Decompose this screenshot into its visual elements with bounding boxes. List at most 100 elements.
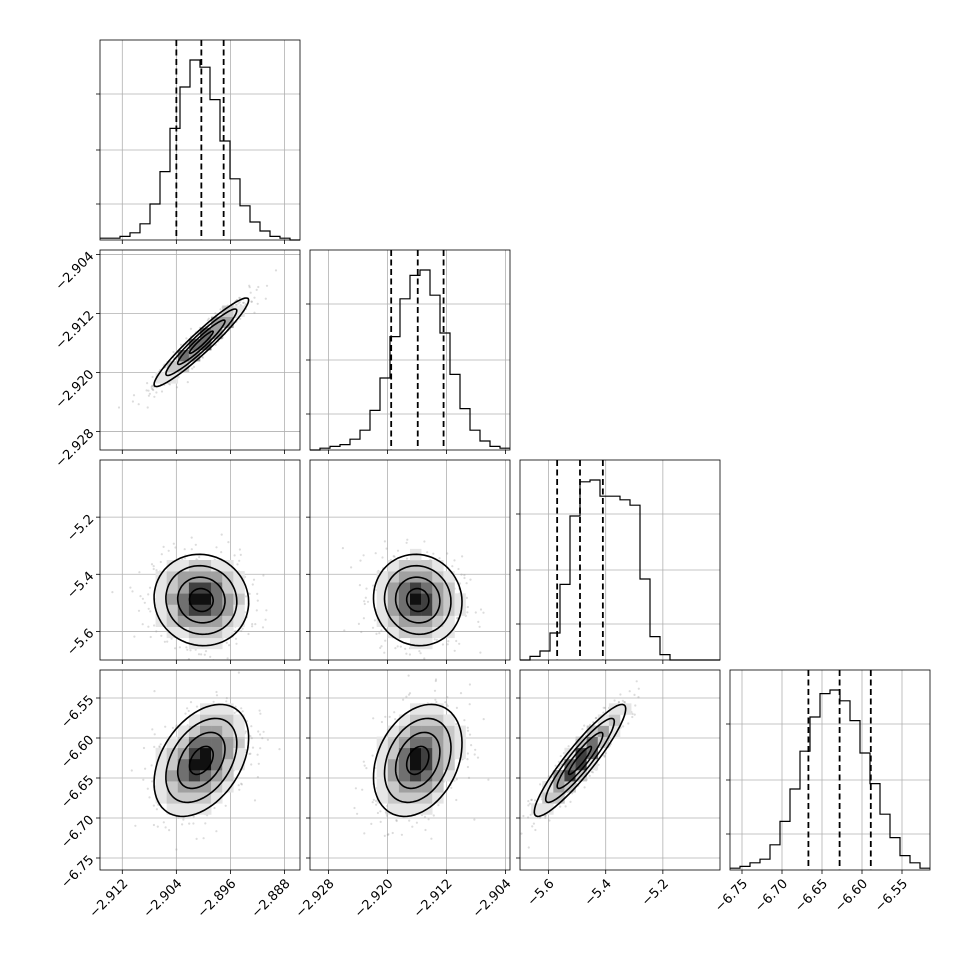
- scatter-point: [215, 690, 218, 694]
- scatter-point: [551, 776, 554, 779]
- density-cell: [166, 571, 179, 583]
- density-cell: [200, 770, 212, 782]
- density-cell: [166, 372, 179, 384]
- scatter-point: [363, 602, 366, 606]
- scatter-point: [146, 406, 149, 409]
- scatter-point: [137, 403, 140, 406]
- scatter-point: [149, 610, 152, 613]
- density-cell: [421, 560, 433, 572]
- density-cell: [188, 781, 201, 793]
- density-cell: [155, 781, 167, 793]
- scatter-point: [244, 748, 247, 752]
- density-cell: [376, 604, 389, 616]
- density-cell: [166, 736, 179, 749]
- scatter-point: [540, 795, 543, 799]
- density-cell: [200, 781, 212, 793]
- scatter-point: [244, 730, 247, 733]
- scatter-point: [111, 591, 114, 594]
- pair-panel-3-2: [516, 669, 721, 874]
- scatter-point: [371, 626, 375, 629]
- density-cell: [211, 736, 223, 749]
- scatter-point: [381, 556, 384, 559]
- density-cell: [421, 714, 433, 726]
- scatter-point: [132, 394, 136, 397]
- density-cell: [586, 758, 599, 771]
- density-cell: [177, 792, 190, 804]
- scatter-point: [238, 788, 241, 791]
- scatter-point: [150, 387, 153, 390]
- scatter-point: [212, 700, 215, 703]
- contour-line: [188, 745, 214, 776]
- density-cell: [410, 781, 422, 793]
- scatter-point: [354, 787, 357, 790]
- scatter-point: [387, 833, 390, 836]
- scatter-point: [242, 301, 245, 304]
- scatter-point: [158, 745, 161, 748]
- scatter-point: [189, 649, 192, 652]
- density-cell: [177, 571, 190, 583]
- y-tick-label: −2.904: [53, 249, 98, 294]
- density-cell: [233, 714, 245, 726]
- scatter-point: [455, 778, 458, 781]
- density-cell: [222, 758, 234, 771]
- histogram-2: [520, 479, 720, 661]
- density-cell: [586, 747, 599, 760]
- scatter-point: [567, 745, 570, 748]
- scatter-point: [474, 748, 477, 751]
- scatter-point: [441, 643, 444, 646]
- scatter-point: [450, 786, 453, 790]
- scatter-point: [394, 647, 397, 650]
- density-cell: [155, 770, 167, 782]
- density-cell: [177, 615, 190, 627]
- y-tick-label: −5.2: [64, 512, 97, 545]
- density-cell: [443, 725, 455, 737]
- scatter-point: [455, 706, 458, 710]
- scatter-point: [365, 587, 368, 590]
- x-tick-label: −6.65: [792, 876, 831, 915]
- density-cell: [398, 593, 411, 605]
- y-tick-label: −6.70: [59, 813, 98, 852]
- scatter-point: [155, 569, 158, 572]
- scatter-point: [163, 640, 166, 643]
- scatter-point: [259, 733, 262, 736]
- density-cell: [211, 593, 223, 605]
- scatter-point: [527, 846, 530, 849]
- scatter-point: [168, 662, 170, 664]
- contour-line: [383, 717, 452, 804]
- scatter-point: [255, 609, 258, 612]
- scatter-point: [238, 559, 241, 562]
- y-tick-label: −6.55: [59, 693, 98, 732]
- scatter-point: [141, 623, 144, 626]
- scatter-point: [131, 400, 134, 403]
- x-tick-label: −2.920: [352, 876, 397, 921]
- scatter-point: [622, 725, 625, 728]
- scatter-point: [392, 555, 395, 558]
- scatter-point: [602, 711, 605, 714]
- scatter-point: [380, 720, 383, 724]
- scatter-point: [256, 776, 259, 779]
- scatter-point: [383, 651, 386, 654]
- scatter-point: [516, 843, 518, 845]
- scatter-point: [478, 625, 481, 628]
- density-cell: [233, 747, 245, 760]
- scatter-point: [147, 394, 150, 397]
- scatter-point: [604, 752, 607, 755]
- scatter-point: [150, 764, 153, 767]
- scatter-point: [171, 726, 174, 730]
- scatter-point: [432, 552, 435, 555]
- scatter-point: [131, 590, 134, 593]
- density-cell: [188, 736, 201, 749]
- scatter-point: [264, 618, 267, 621]
- scatter-point: [534, 799, 537, 802]
- density-cell: [387, 758, 400, 771]
- scatter-point: [385, 547, 388, 550]
- scatter-point: [251, 583, 254, 586]
- scatter-point: [564, 805, 567, 808]
- scatter-point: [372, 584, 375, 587]
- density-cell: [398, 736, 411, 749]
- density-cell: [597, 736, 610, 749]
- scatter-point: [385, 812, 388, 815]
- density-cell: [410, 792, 422, 804]
- density-cell: [376, 593, 389, 605]
- density-cell: [432, 770, 444, 782]
